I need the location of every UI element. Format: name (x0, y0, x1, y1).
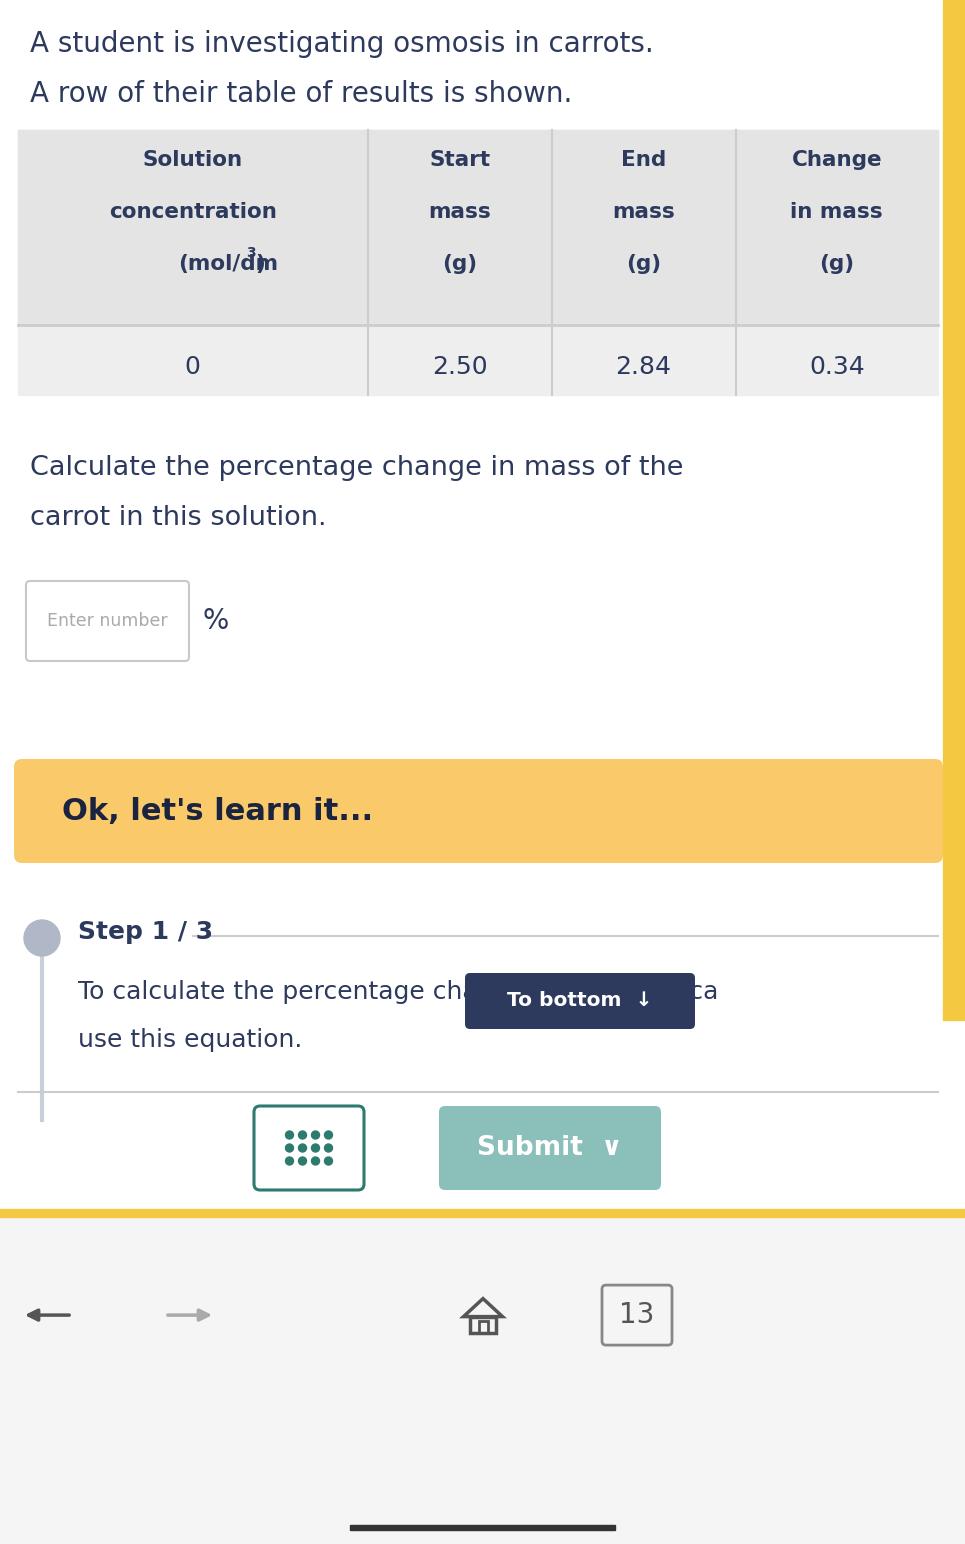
Text: Step 1 / 3: Step 1 / 3 (78, 920, 213, 943)
Text: Enter number: Enter number (47, 611, 168, 630)
Text: use this equation.: use this equation. (78, 1028, 302, 1051)
Text: (mol/dm: (mol/dm (178, 255, 278, 273)
Circle shape (298, 1156, 307, 1166)
FancyBboxPatch shape (439, 1106, 661, 1190)
Bar (470, 1317, 496, 1332)
Bar (18, 130, 938, 395)
Circle shape (286, 1132, 293, 1139)
Text: concentration: concentration (109, 202, 277, 222)
Text: in mass: in mass (790, 202, 883, 222)
Text: To calculate the percentage change in mass, we ca: To calculate the percentage change in ma… (78, 980, 718, 1004)
Text: Calculate the percentage change in mass of the: Calculate the percentage change in mass … (30, 455, 683, 482)
Text: mass: mass (428, 202, 491, 222)
Circle shape (24, 920, 60, 956)
Circle shape (286, 1156, 293, 1166)
Bar (479, 1322, 487, 1332)
Text: Start: Start (429, 150, 490, 170)
Text: 2.50: 2.50 (431, 355, 487, 378)
Bar (18, 130, 938, 324)
Text: A student is investigating osmosis in carrots.: A student is investigating osmosis in ca… (30, 29, 653, 59)
Circle shape (298, 1132, 307, 1139)
Text: ): ) (256, 255, 265, 273)
Text: End: End (620, 150, 666, 170)
Text: 0.34: 0.34 (809, 355, 865, 378)
Text: (g): (g) (626, 255, 661, 273)
Text: (g): (g) (819, 255, 854, 273)
Text: Ok, let's learn it...: Ok, let's learn it... (62, 797, 373, 826)
Text: mass: mass (612, 202, 675, 222)
Circle shape (286, 1144, 293, 1152)
Text: 0: 0 (185, 355, 201, 378)
Circle shape (298, 1144, 307, 1152)
Text: 2.84: 2.84 (616, 355, 672, 378)
Text: Submit  ∨: Submit ∨ (478, 1135, 622, 1161)
Bar (0, 1217, 965, 1544)
FancyBboxPatch shape (465, 973, 695, 1028)
FancyBboxPatch shape (254, 1106, 364, 1190)
Text: A row of their table of results is shown.: A row of their table of results is shown… (30, 80, 572, 108)
Text: 13: 13 (620, 1302, 654, 1329)
Circle shape (324, 1144, 333, 1152)
FancyBboxPatch shape (14, 760, 943, 863)
FancyBboxPatch shape (26, 581, 189, 661)
Circle shape (312, 1144, 319, 1152)
Bar (0, 1209, 965, 1217)
Bar (350, 1525, 615, 1530)
Text: To bottom  ↓: To bottom ↓ (508, 991, 652, 1010)
Text: (g): (g) (442, 255, 477, 273)
Circle shape (324, 1132, 333, 1139)
FancyBboxPatch shape (602, 1285, 672, 1345)
Text: Change: Change (791, 150, 882, 170)
Text: Solution: Solution (143, 150, 243, 170)
Text: carrot in this solution.: carrot in this solution. (30, 505, 326, 531)
Bar (943, 0, 965, 1021)
Circle shape (312, 1156, 319, 1166)
Text: 3: 3 (246, 245, 256, 259)
Text: %: % (203, 607, 230, 635)
Circle shape (324, 1156, 333, 1166)
Circle shape (312, 1132, 319, 1139)
